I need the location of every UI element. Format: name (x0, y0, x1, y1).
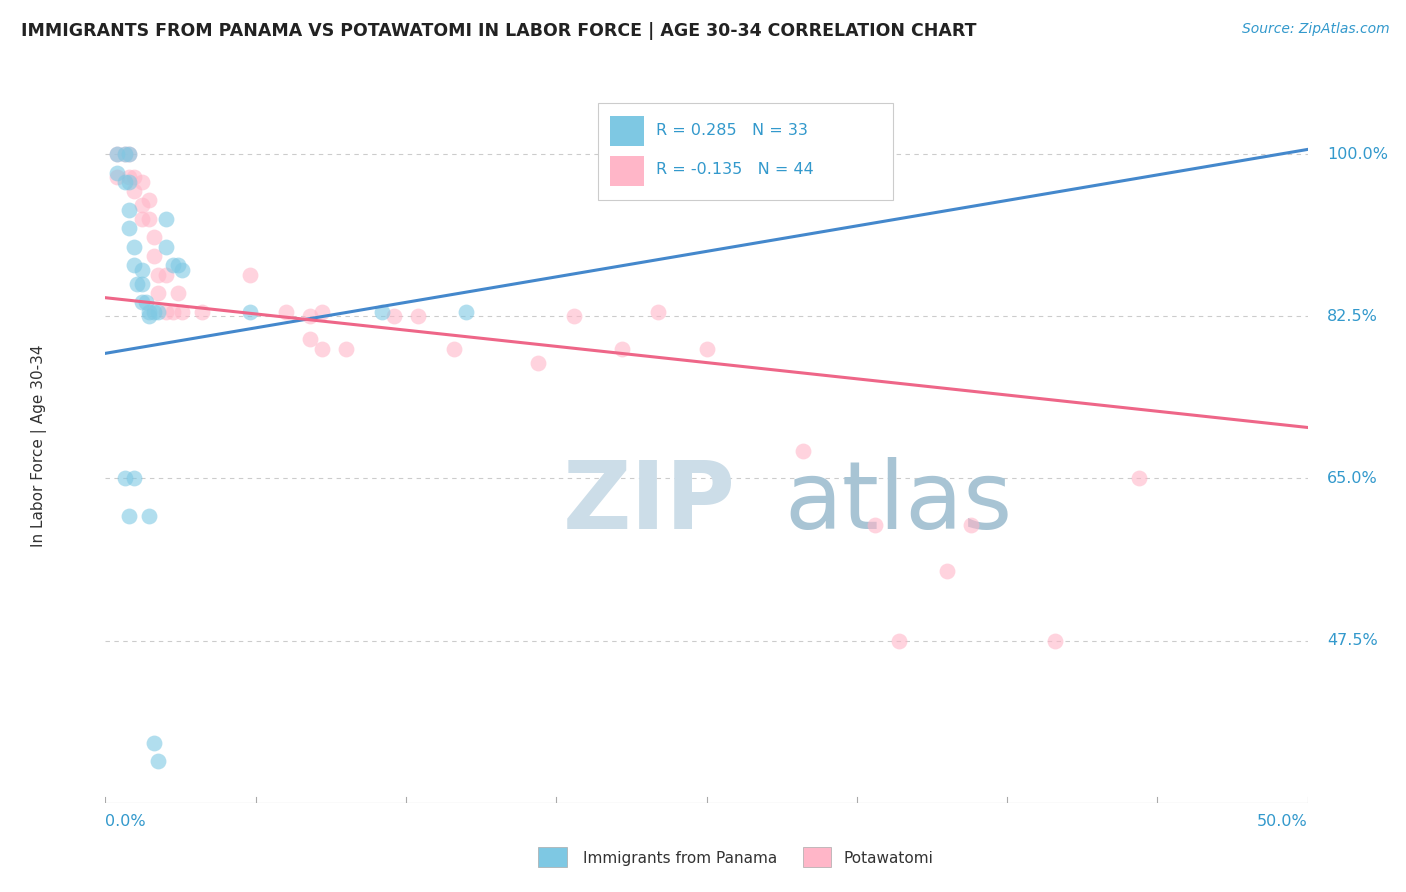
Point (131, 211, 153, 226)
Point (1128, 471, 1150, 485)
Point (936, 564, 959, 578)
Point (239, 304, 262, 318)
Point (382, 310, 405, 324)
Point (114, 471, 136, 485)
Point (114, 147, 136, 161)
Point (274, 304, 297, 318)
Text: R = 0.285   N = 33: R = 0.285 N = 33 (657, 123, 808, 138)
Point (298, 310, 321, 324)
Text: Source: ZipAtlas.com: Source: ZipAtlas.com (1241, 22, 1389, 37)
Point (527, 355, 550, 369)
Point (863, 517, 886, 532)
Point (172, 304, 194, 318)
Bar (610, 116, 644, 146)
Text: IMMIGRANTS FROM PANAMA VS POTAWATOMI IN LABOR FORCE | AGE 30-34 CORRELATION CHAR: IMMIGRANTS FROM PANAMA VS POTAWATOMI IN … (21, 22, 977, 40)
Point (142, 735, 165, 749)
Bar (803, 847, 831, 867)
Point (142, 249, 165, 263)
Point (562, 310, 585, 324)
Point (131, 175, 153, 189)
Point (696, 342, 718, 356)
Point (148, 286, 170, 301)
Point (124, 471, 146, 485)
Point (131, 198, 153, 212)
Point (118, 202, 141, 217)
Point (135, 295, 157, 310)
Point (114, 175, 136, 189)
Point (131, 295, 153, 310)
Text: 47.5%: 47.5% (1327, 633, 1378, 648)
Text: Potawatomi: Potawatomi (844, 851, 934, 865)
Point (239, 268, 262, 282)
Point (142, 304, 165, 318)
Point (612, 342, 634, 356)
Point (138, 194, 160, 208)
Point (311, 304, 333, 318)
Point (138, 211, 160, 226)
Point (125, 277, 148, 291)
Point (131, 277, 153, 291)
Text: In Labor Force | Age 30-34: In Labor Force | Age 30-34 (31, 344, 48, 548)
Point (138, 508, 160, 523)
Point (190, 304, 212, 318)
Point (406, 310, 429, 324)
Point (107, 170, 129, 185)
Point (118, 147, 141, 161)
Point (148, 268, 170, 282)
Text: 50.0%: 50.0% (1257, 814, 1308, 829)
Point (107, 147, 129, 161)
Text: R = -0.135   N = 44: R = -0.135 N = 44 (657, 162, 814, 178)
Point (162, 258, 184, 272)
Text: 82.5%: 82.5% (1327, 309, 1378, 324)
Point (166, 286, 188, 301)
Point (107, 147, 129, 161)
Point (124, 240, 146, 254)
FancyBboxPatch shape (599, 103, 893, 200)
Point (371, 304, 394, 318)
Point (172, 263, 194, 277)
Point (118, 221, 141, 235)
Point (960, 517, 983, 532)
Point (118, 147, 141, 161)
Point (107, 166, 129, 180)
Point (148, 754, 170, 768)
Point (138, 304, 160, 318)
Text: atlas: atlas (785, 457, 1012, 549)
Bar (610, 155, 644, 186)
Point (124, 184, 146, 198)
Point (155, 240, 177, 254)
Point (155, 304, 177, 318)
Point (443, 342, 465, 356)
Point (118, 508, 141, 523)
Point (142, 230, 165, 244)
Bar (538, 847, 567, 867)
Point (792, 443, 814, 458)
Text: 65.0%: 65.0% (1327, 471, 1378, 486)
Point (114, 147, 136, 161)
Point (155, 211, 177, 226)
Point (647, 304, 669, 318)
Point (454, 304, 477, 318)
Text: 0.0%: 0.0% (105, 814, 146, 829)
Text: 100.0%: 100.0% (1327, 146, 1388, 161)
Point (166, 258, 188, 272)
Point (148, 304, 170, 318)
Point (298, 333, 321, 347)
Point (124, 258, 146, 272)
Point (155, 268, 177, 282)
Point (335, 342, 357, 356)
Point (162, 304, 184, 318)
Point (1043, 633, 1066, 648)
Point (311, 342, 333, 356)
Point (138, 310, 160, 324)
Point (118, 170, 141, 185)
Text: Immigrants from Panama: Immigrants from Panama (583, 851, 778, 865)
Point (131, 263, 153, 277)
Point (118, 175, 141, 189)
Point (887, 633, 910, 648)
Text: ZIP: ZIP (562, 457, 735, 549)
Point (124, 170, 146, 185)
